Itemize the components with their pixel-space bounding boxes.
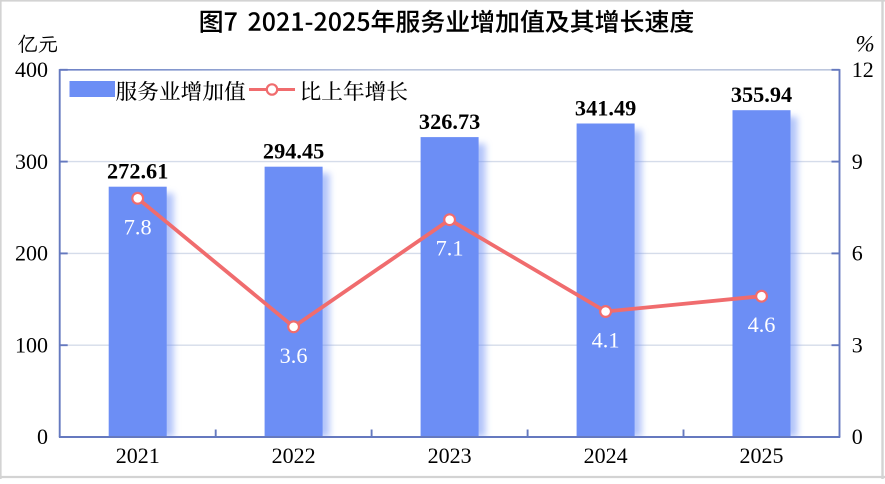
svg-text:341.49: 341.49	[575, 95, 636, 120]
svg-text:355.94: 355.94	[731, 82, 792, 107]
svg-text:4.6: 4.6	[748, 312, 776, 337]
svg-text:%: %	[856, 31, 875, 56]
svg-text:300: 300	[15, 149, 48, 174]
svg-text:9: 9	[852, 149, 863, 174]
svg-text:3: 3	[852, 332, 863, 357]
svg-text:7.8: 7.8	[124, 214, 152, 239]
svg-text:200: 200	[15, 241, 48, 266]
svg-text:12: 12	[852, 57, 874, 82]
svg-text:294.45: 294.45	[263, 139, 324, 164]
svg-text:0: 0	[37, 424, 48, 449]
svg-text:2022: 2022	[272, 443, 316, 468]
svg-text:6: 6	[852, 241, 863, 266]
svg-text:7.1: 7.1	[436, 236, 464, 261]
svg-text:2023: 2023	[428, 443, 472, 468]
svg-text:3.6: 3.6	[280, 343, 308, 368]
svg-text:2025: 2025	[740, 443, 784, 468]
svg-text:2024: 2024	[584, 443, 628, 468]
svg-text:326.73: 326.73	[419, 109, 480, 134]
svg-text:272.61: 272.61	[107, 159, 168, 184]
svg-text:100: 100	[15, 332, 48, 357]
svg-text:2021: 2021	[116, 443, 160, 468]
svg-text:400: 400	[15, 57, 48, 82]
svg-text:4.1: 4.1	[592, 328, 620, 353]
svg-text:0: 0	[852, 424, 863, 449]
